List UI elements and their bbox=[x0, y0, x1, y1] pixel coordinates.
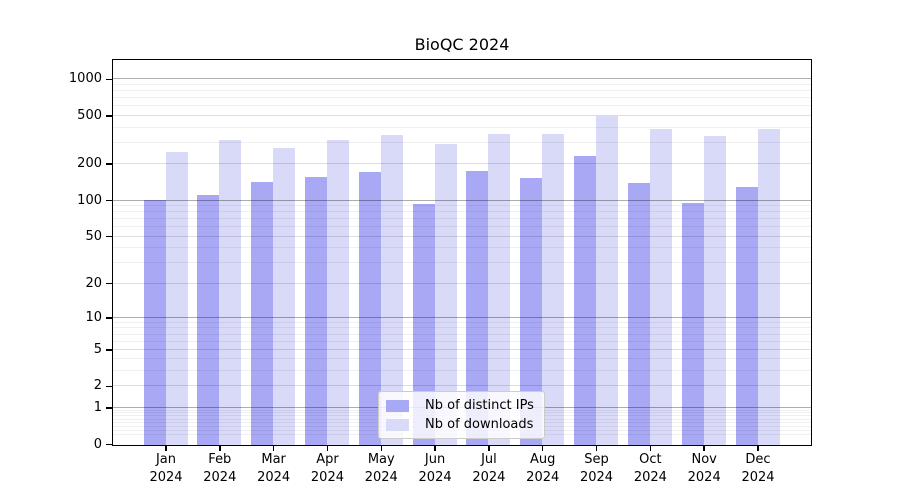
x-tick-mark bbox=[757, 446, 759, 451]
y-tick-mark bbox=[106, 407, 113, 409]
bar-downloads-may bbox=[380, 135, 403, 445]
bar-downloads-mar bbox=[273, 147, 296, 445]
bar-distinct-ips-jul bbox=[466, 171, 489, 445]
bar-distinct-ips-feb bbox=[197, 195, 220, 445]
bar-distinct-ips-nov bbox=[681, 202, 704, 445]
bar-downloads-sep bbox=[596, 116, 619, 445]
y-tick-label: 1000 bbox=[68, 71, 102, 87]
bar-downloads-oct bbox=[649, 128, 672, 445]
bar-downloads-apr bbox=[326, 139, 349, 445]
x-tick-mark bbox=[380, 446, 383, 451]
y-tick-mark bbox=[106, 443, 113, 446]
y-tick-label: 500 bbox=[77, 107, 102, 123]
bar-downloads-aug bbox=[542, 134, 565, 445]
y-tick-label: 5 bbox=[93, 341, 102, 357]
chart-title: BioQC 2024 bbox=[414, 35, 510, 54]
x-tick-mark bbox=[219, 446, 221, 451]
bar-distinct-ips-dec bbox=[735, 186, 758, 445]
legend-label-distinct-ips: Nb of distinct IPs bbox=[425, 398, 534, 413]
y-tick-mark bbox=[106, 115, 113, 117]
legend: Nb of distinct IPs Nb of downloads bbox=[378, 391, 545, 439]
bar-downloads-jan bbox=[165, 151, 188, 445]
x-tick-label: Oct 2024 bbox=[633, 452, 667, 485]
bar-distinct-ips-mar bbox=[251, 181, 274, 445]
y-tick-mark bbox=[106, 385, 113, 388]
bar-distinct-ips-sep bbox=[574, 155, 597, 445]
x-tick-label: Jan 2024 bbox=[149, 452, 183, 485]
x-tick-label: Nov 2024 bbox=[687, 452, 721, 485]
y-tick-label: 200 bbox=[77, 156, 102, 172]
x-tick-mark bbox=[488, 446, 490, 451]
x-tick-label: Aug 2024 bbox=[526, 452, 560, 485]
y-tick-label: 10 bbox=[85, 309, 102, 325]
bars-layer bbox=[113, 60, 811, 445]
bar-distinct-ips-may bbox=[358, 172, 381, 445]
x-tick-label: May 2024 bbox=[364, 452, 398, 485]
x-tick-mark bbox=[649, 446, 652, 451]
y-tick-mark bbox=[106, 282, 113, 285]
x-tick-label: Sep 2024 bbox=[579, 452, 614, 485]
y-tick-mark bbox=[106, 349, 113, 351]
y-tick-mark bbox=[106, 317, 113, 319]
bar-distinct-ips-jan bbox=[143, 199, 166, 445]
legend-swatch-distinct-ips bbox=[386, 399, 409, 412]
x-tick-mark bbox=[541, 446, 544, 451]
y-tick-label: 100 bbox=[77, 192, 102, 208]
x-tick-mark bbox=[165, 446, 167, 451]
bar-distinct-ips-apr bbox=[304, 177, 327, 445]
legend-label-downloads: Nb of downloads bbox=[425, 417, 534, 432]
x-tick-mark bbox=[595, 446, 598, 451]
x-tick-label: Feb 2024 bbox=[203, 452, 237, 485]
y-tick-label: 1 bbox=[93, 399, 102, 415]
x-tick-mark bbox=[272, 446, 275, 451]
bar-downloads-nov bbox=[703, 135, 726, 445]
legend-item-downloads: Nb of downloads bbox=[386, 417, 534, 432]
bar-downloads-feb bbox=[219, 140, 242, 445]
x-tick-mark bbox=[434, 446, 436, 451]
plot-area: Nb of distinct IPs Nb of downloads bbox=[112, 59, 812, 446]
x-tick-label: Jul 2024 bbox=[472, 452, 506, 485]
x-tick-label: Jun 2024 bbox=[418, 452, 452, 485]
bar-distinct-ips-jun bbox=[412, 203, 435, 445]
y-tick-mark bbox=[106, 163, 113, 165]
bar-downloads-jul bbox=[488, 133, 511, 445]
x-tick-mark bbox=[703, 446, 705, 451]
x-tick-label: Apr 2024 bbox=[310, 452, 344, 485]
y-tick-label: 0 bbox=[93, 436, 102, 452]
legend-item-distinct-ips: Nb of distinct IPs bbox=[386, 398, 534, 413]
x-tick-label: Dec 2024 bbox=[741, 452, 775, 485]
y-tick-label: 50 bbox=[85, 228, 102, 244]
y-tick-mark bbox=[106, 199, 113, 202]
y-tick-mark bbox=[106, 235, 113, 238]
y-tick-label: 20 bbox=[85, 275, 102, 291]
bar-distinct-ips-oct bbox=[627, 183, 650, 445]
y-tick-mark bbox=[106, 78, 113, 81]
bar-downloads-jun bbox=[434, 144, 457, 445]
x-tick-mark bbox=[326, 446, 329, 451]
bar-distinct-ips-aug bbox=[520, 177, 543, 445]
x-tick-label: Mar 2024 bbox=[257, 452, 291, 485]
bar-downloads-dec bbox=[757, 128, 780, 445]
y-tick-label: 2 bbox=[93, 378, 102, 394]
legend-swatch-downloads bbox=[386, 418, 409, 431]
